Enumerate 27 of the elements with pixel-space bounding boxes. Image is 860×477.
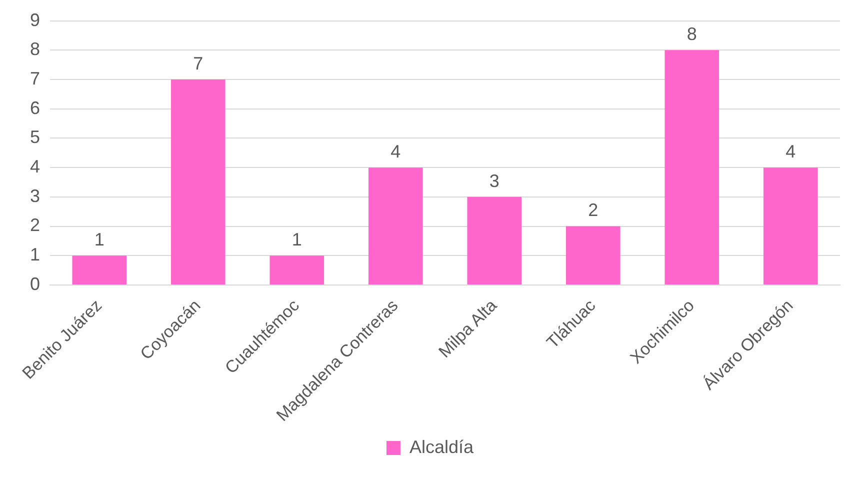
y-tick-label: 8 [30, 39, 40, 60]
bar [566, 226, 620, 284]
bar [368, 168, 423, 284]
data-label: 4 [786, 142, 796, 162]
y-tick-label: 9 [30, 10, 40, 30]
data-label: 8 [686, 24, 697, 44]
data-label: 3 [489, 170, 500, 191]
y-tick-label: 4 [30, 156, 40, 177]
data-label: 1 [94, 230, 104, 250]
data-label: 2 [588, 200, 598, 220]
data-label: 7 [193, 53, 204, 74]
data-label: 1 [292, 230, 302, 250]
y-tick-label: 6 [30, 98, 40, 118]
y-tick-label: 7 [30, 68, 40, 88]
y-tick-label: 2 [30, 215, 40, 236]
bar [170, 80, 226, 284]
bar [664, 50, 720, 284]
y-tick-label: 3 [30, 186, 40, 206]
y-tick-label: 1 [30, 244, 40, 265]
y-tick-label: 0 [30, 274, 40, 294]
data-label: 4 [390, 142, 401, 162]
legend-label: Alcaldía [409, 436, 475, 457]
bar [270, 256, 324, 284]
bar [72, 256, 127, 284]
bar [763, 168, 818, 284]
y-tick-label: 5 [30, 127, 40, 148]
bar [467, 196, 522, 284]
